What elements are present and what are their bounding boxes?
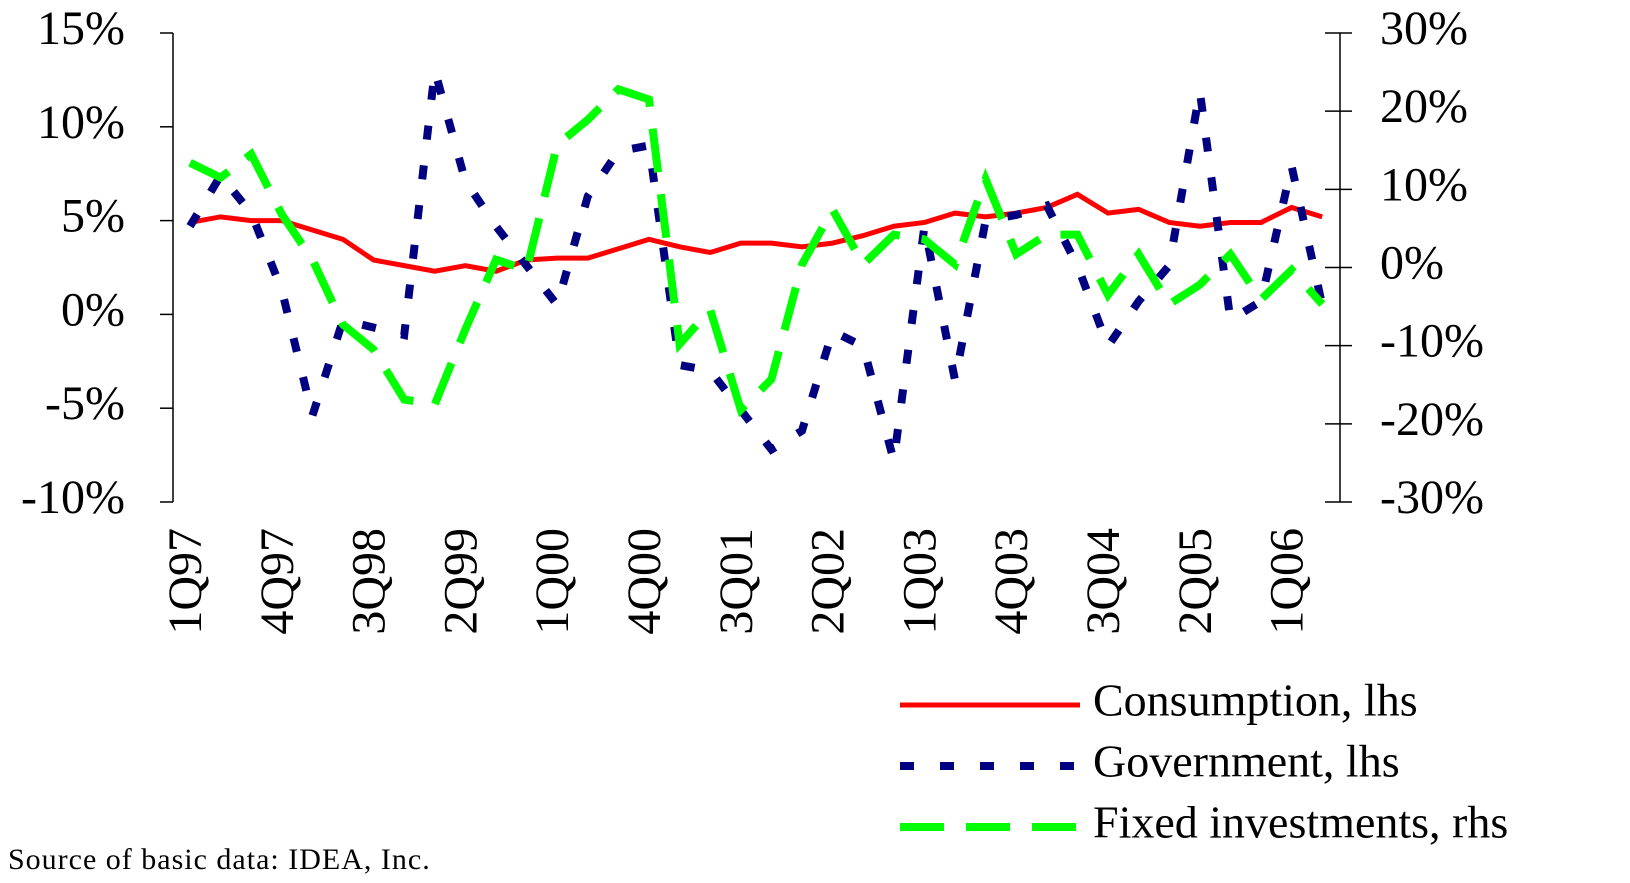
series-line	[189, 191, 1323, 274]
x-tick-label: 4Q97	[251, 528, 304, 635]
x-tick-label: 1Q00	[526, 528, 579, 635]
x-tick-label: 4Q00	[618, 528, 671, 635]
y2-tick-label: 20%	[1380, 80, 1468, 133]
y-tick-label: 5%	[61, 190, 125, 243]
legend-label: Consumption, lhs	[1093, 675, 1418, 726]
y2-tick-label: 30%	[1380, 2, 1468, 55]
x-tick-label: 1Q03	[893, 528, 946, 635]
y2-tick-label: 0%	[1380, 237, 1444, 290]
source-note: Source of basic data: IDEA, Inc.	[8, 843, 431, 876]
y-tick-label: 0%	[61, 283, 125, 336]
x-tick-label: 2Q99	[434, 528, 487, 635]
x-tick-label: 2Q02	[802, 528, 855, 635]
x-tick-label: 2Q05	[1169, 528, 1222, 635]
y2-tick-label: -10%	[1380, 315, 1484, 368]
y2-tick-label: -30%	[1380, 471, 1484, 524]
y2-tick-label: -20%	[1380, 393, 1484, 446]
series-line	[186, 69, 1327, 462]
x-tick-label: 4Q03	[985, 528, 1038, 635]
legend-label: Government, lhs	[1093, 736, 1400, 787]
y-tick-label: -5%	[45, 377, 125, 430]
x-tick-label: 1Q06	[1261, 528, 1314, 635]
y-tick-label: 10%	[37, 96, 125, 149]
x-tick-label: 1Q97	[159, 528, 212, 635]
x-tick-label: 3Q98	[343, 528, 396, 635]
legend-label: Fixed investments, rhs	[1093, 797, 1508, 848]
y2-tick-label: 10%	[1380, 158, 1468, 211]
y-tick-label: 15%	[37, 2, 125, 55]
y-tick-label: -10%	[21, 471, 125, 524]
x-tick-label: 3Q01	[710, 528, 763, 635]
x-tick-label: 3Q04	[1077, 528, 1130, 635]
